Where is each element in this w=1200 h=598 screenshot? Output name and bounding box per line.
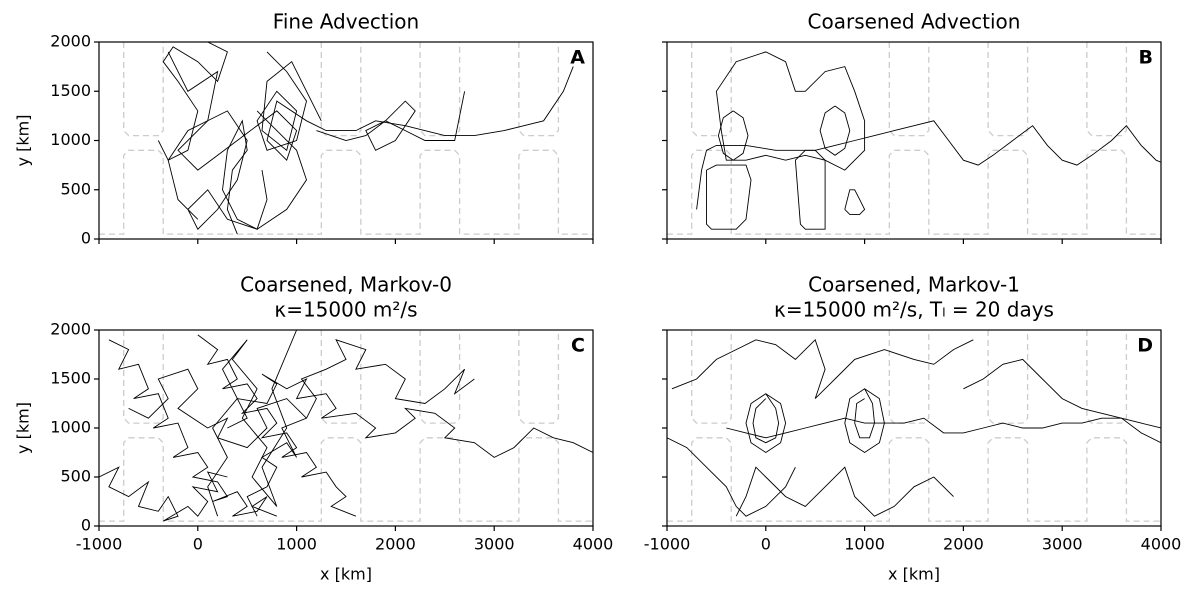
y-tick-label: 2000 [50, 320, 91, 339]
boundary-line [667, 149, 1161, 235]
y-tick-label: 1500 [50, 369, 91, 388]
boundary-line [518, 42, 560, 137]
boundary-line [691, 330, 732, 424]
trajectory [735, 466, 954, 517]
x-axis-label: x [km] [320, 565, 372, 584]
trajectory [167, 51, 574, 171]
boundary-line [987, 330, 1029, 424]
x-tick-label: 2000 [375, 535, 416, 554]
boundary-line [888, 330, 930, 424]
y-tick-label: 0 [81, 229, 91, 248]
trajectory [108, 339, 277, 517]
x-tick-label: 1000 [844, 535, 885, 554]
x-tick-label: 3000 [1042, 535, 1083, 554]
y-tick-label: 500 [60, 467, 91, 486]
y-axis-label: y [km] [14, 402, 33, 454]
trajectory [794, 149, 826, 230]
x-tick-label: 3000 [474, 535, 515, 554]
trajectory [844, 388, 885, 454]
y-axis-label: y [km] [14, 115, 33, 167]
boundary-line [1086, 42, 1128, 137]
y-tick-label: 1500 [50, 81, 91, 100]
x-tick-label: 4000 [573, 535, 614, 554]
trajectory [157, 42, 228, 161]
trajectory [197, 334, 357, 517]
boundary-line [1086, 330, 1128, 424]
trajectory [844, 189, 866, 215]
trajectory [963, 358, 1161, 429]
trajectory [819, 105, 851, 156]
panel-title: Coarsened, Markov-1 [808, 273, 1020, 297]
trajectory [128, 368, 307, 449]
panel-title: κ=15000 m²/s [274, 298, 417, 322]
boundary-line [518, 330, 560, 424]
y-tick-label: 2000 [50, 32, 91, 51]
y-tick-label: 1000 [50, 130, 91, 149]
y-tick-label: 1000 [50, 418, 91, 437]
panel-title: Fine Advection [273, 10, 419, 34]
trajectory [726, 417, 1161, 444]
boundary-line [320, 42, 362, 137]
trajectory [256, 51, 322, 152]
panel-label: B [1139, 47, 1153, 69]
y-tick-label: 0 [81, 516, 91, 535]
x-tick-label: -1000 [644, 535, 691, 554]
trajectory [715, 51, 866, 171]
x-tick-label: -1000 [76, 535, 123, 554]
boundary-line [123, 42, 164, 137]
axes-frame [666, 41, 1162, 240]
y-tick-label: 500 [60, 179, 91, 198]
panel-title: Coarsened, Markov-0 [240, 273, 452, 297]
x-tick-label: 0 [193, 535, 203, 554]
panel-label: D [1137, 335, 1153, 357]
boundary-line [691, 42, 732, 137]
trajectory [222, 119, 268, 235]
boundary-line [320, 330, 362, 424]
plot-area [667, 42, 1161, 235]
trajectory [667, 437, 796, 517]
boundary-line [99, 149, 593, 235]
trajectory [316, 91, 466, 151]
trajectory [745, 393, 787, 454]
plot-area [99, 42, 593, 235]
x-tick-label: 4000 [1141, 535, 1182, 554]
boundary-line [419, 42, 461, 137]
boundary-line [667, 437, 1161, 522]
trajectory [706, 164, 752, 230]
x-tick-label: 0 [761, 535, 771, 554]
plot-area [99, 330, 593, 522]
boundary-line [419, 330, 461, 424]
trajectory [671, 338, 974, 399]
boundary-line [123, 330, 164, 424]
plot-area [667, 330, 1161, 522]
x-tick-label: 1000 [276, 535, 317, 554]
panel-label: A [570, 47, 585, 69]
panel-title: Coarsened Advection [808, 10, 1021, 34]
panel-title: κ=15000 m²/s, Tₗ = 20 days [774, 298, 1054, 322]
x-axis-label: x [km] [888, 565, 940, 584]
trajectory [167, 110, 307, 230]
trajectory [99, 466, 228, 522]
trajectory [207, 330, 298, 517]
trajectory [227, 373, 593, 458]
x-tick-label: 2000 [943, 535, 984, 554]
trajectory [246, 339, 475, 517]
panel-label: C [571, 335, 585, 357]
trajectory [696, 120, 1161, 210]
boundary-line [888, 42, 930, 137]
boundary-line [99, 437, 593, 522]
boundary-line [987, 42, 1029, 137]
